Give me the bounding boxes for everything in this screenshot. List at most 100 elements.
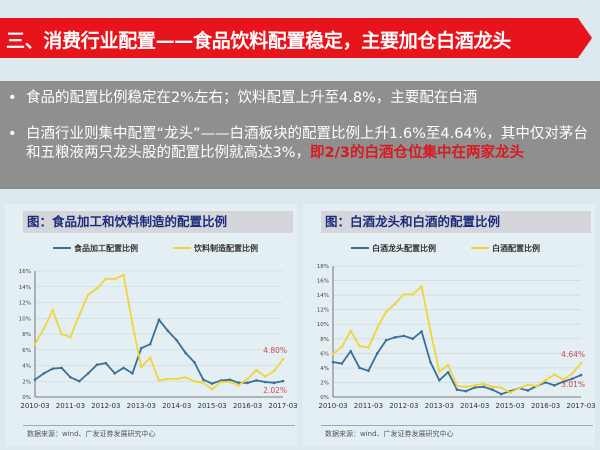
data-point <box>526 383 530 386</box>
data-point <box>210 387 214 391</box>
data-point <box>570 377 574 381</box>
data-point <box>104 361 108 365</box>
data-point <box>340 362 344 365</box>
chart-food-beverage: 0% 2% 4% 6% 8% 10% 12% 14% 16% 2010-03 2011-03 2012… <box>19 243 297 410</box>
divider <box>23 425 295 426</box>
data-point <box>148 356 152 359</box>
data-point <box>375 352 379 355</box>
y-tick-label: 14% <box>317 293 329 299</box>
data-point <box>491 388 494 392</box>
bullet-box: • 食品的配置比例稳定在2%左右；饮料配置上升至4.8%，主要配在白酒 • 白酒行业… <box>0 81 600 189</box>
data-point <box>86 293 90 296</box>
data-point <box>553 384 556 387</box>
data-point <box>184 351 187 355</box>
data-point <box>491 385 494 389</box>
data-point <box>228 380 232 384</box>
y-tick-label: 12% <box>317 308 329 314</box>
y-tick-label: 2% <box>320 380 329 386</box>
data-point <box>60 366 63 370</box>
data-point <box>464 385 468 389</box>
data-point <box>482 385 485 389</box>
data-point <box>535 384 539 388</box>
data-point <box>157 379 161 382</box>
bullet-text-main: 白酒行业则集中配置“龙头”——白酒板块的配置比例上升1.6%至4.64%，其中仅… <box>26 126 588 161</box>
data-point <box>384 310 388 314</box>
series-line <box>332 284 582 394</box>
y-tick-label: 16% <box>19 269 31 275</box>
data-point <box>411 293 415 296</box>
end-value-label: 2.02% <box>263 386 287 395</box>
legend-label: 白酒配置比例 <box>492 243 540 253</box>
bullet-highlight: 即2/3的白酒仓位集中在两家龙头 <box>310 145 524 161</box>
data-point <box>237 383 241 387</box>
data-point <box>51 367 55 370</box>
data-point <box>95 363 99 367</box>
data-point <box>358 366 361 370</box>
data-point <box>544 378 547 382</box>
x-tick-label: 2017-03 <box>268 402 297 410</box>
data-point <box>201 381 205 385</box>
x-tick-label: 2015-03 <box>198 402 227 410</box>
data-point <box>69 335 72 339</box>
bullet-dot: • <box>8 126 17 142</box>
data-point <box>437 370 441 373</box>
data-point <box>508 391 512 394</box>
data-point <box>331 360 335 364</box>
data-point <box>446 363 450 367</box>
data-point <box>51 309 55 312</box>
y-tick-label: 12% <box>19 301 31 307</box>
data-point <box>579 361 583 365</box>
x-tick-label: 2016-03 <box>531 402 560 410</box>
y-tick-label: 10% <box>317 322 329 328</box>
x-tick-label: 2014-03 <box>162 402 191 410</box>
data-point <box>375 326 379 330</box>
data-point <box>517 386 521 390</box>
x-tick-label: 2016-03 <box>233 402 262 410</box>
data-point <box>228 378 232 381</box>
data-point <box>464 389 468 393</box>
data-point <box>263 380 267 384</box>
data-point <box>193 379 196 383</box>
y-tick-label: 8% <box>22 332 31 338</box>
data-point <box>272 381 276 385</box>
data-point <box>95 287 99 290</box>
x-tick-label: 2014-03 <box>460 402 489 410</box>
x-tick-label: 2013-03 <box>425 402 454 410</box>
data-point <box>42 372 46 375</box>
data-point <box>42 327 46 330</box>
data-point <box>526 389 530 392</box>
data-point <box>131 372 134 375</box>
y-tick-label: 6% <box>22 348 31 354</box>
chart-panel-baijiu: 图：白酒龙头和白酒的配置比例 0% 2% 4% 6% 8% 10% 12% 14% 16% 18%… <box>303 204 595 446</box>
data-point <box>60 332 63 336</box>
series-line <box>34 318 284 385</box>
y-tick-label: 16% <box>317 279 329 285</box>
data-point <box>122 273 125 277</box>
data-point <box>570 372 574 376</box>
data-point <box>77 379 81 383</box>
data-point <box>429 329 432 333</box>
chart-title: 图：白酒龙头和白酒的配置比例 <box>321 211 591 233</box>
title-banner: 三、消费行业配置——食品饮料配置稳定，主要加仓白酒龙头 <box>0 18 592 58</box>
legend-label: 饮料制造配置比例 <box>193 243 258 253</box>
data-point <box>499 386 503 389</box>
data-point <box>33 342 37 346</box>
data-point <box>131 322 134 326</box>
data-point <box>367 369 370 373</box>
x-tick-label: 2017-03 <box>566 402 595 410</box>
x-tick-label: 2010-03 <box>318 402 347 410</box>
data-point <box>210 382 214 385</box>
data-point <box>113 277 117 281</box>
data-point <box>255 368 258 372</box>
data-point <box>86 372 90 375</box>
bullet-text: 食品的配置比例稳定在2%左右；饮料配置上升至4.8%，主要配在白酒 <box>26 90 478 106</box>
data-point <box>184 376 187 379</box>
data-point <box>77 313 81 317</box>
y-tick-label: 0% <box>320 395 329 401</box>
data-point <box>219 380 223 384</box>
legend-label: 白酒龙头配置比例 <box>372 243 436 253</box>
data-point <box>237 381 241 385</box>
data-point <box>33 378 37 381</box>
x-tick-label: 2010-03 <box>20 402 49 410</box>
data-point <box>104 277 108 281</box>
